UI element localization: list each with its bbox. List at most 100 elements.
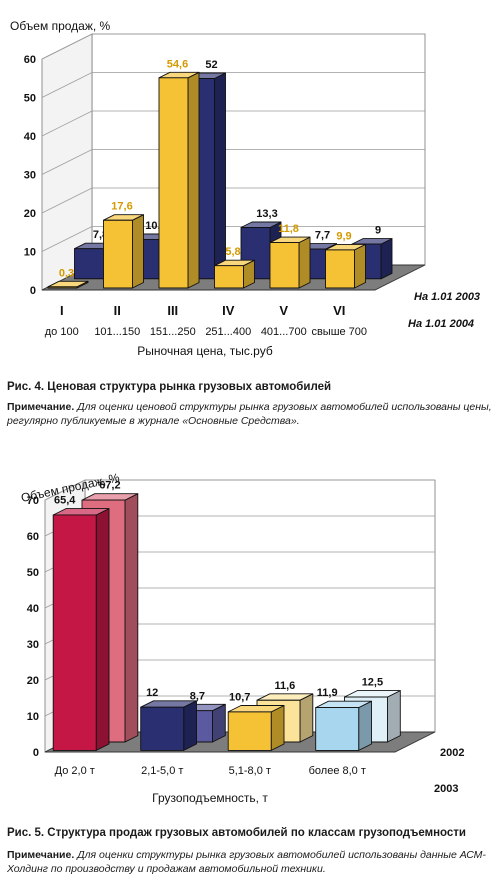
y-tick-label: 20 xyxy=(27,675,39,687)
category-sublabel-4: 401...700 xyxy=(261,326,307,338)
gridline xyxy=(41,33,425,60)
figure-4-note-lead: Примечание. xyxy=(7,401,75,413)
bar-front-0-front xyxy=(47,286,78,289)
data-label-back-4: 7,7 xyxy=(315,230,330,242)
bar-front-1-front xyxy=(103,219,133,289)
category-sublabel-1: 101...150 xyxy=(94,326,140,338)
bar-front-5-side xyxy=(354,243,366,289)
y-tick-label: 50 xyxy=(27,567,39,579)
gridline xyxy=(41,110,425,137)
price-structure-chart: 0 10 20 30 40 50 60 Объем продаж, % 7,8 10,2 52 13,… xyxy=(0,0,500,380)
bar-front-1 xyxy=(103,214,144,289)
bar-front-3-side xyxy=(358,700,372,751)
data-label-front-3: 11,9 xyxy=(317,687,338,699)
data-label-front-3: 5,8 xyxy=(225,246,240,258)
payload-structure-chart: 0 10 20 30 40 50 60 70 Объем продаж, % 67,2 8,7 11,… xyxy=(0,440,500,825)
bar-front-3-front xyxy=(315,707,360,751)
data-label-back-2: 11,6 xyxy=(274,680,295,692)
data-label-front-4: 11,8 xyxy=(278,223,299,235)
figure-4-note-text: Для оценки ценовой структуры рынка грузо… xyxy=(7,401,492,428)
bar-front-3 xyxy=(315,700,372,751)
series-label: 2003 xyxy=(434,783,458,795)
data-label-front-1: 17,6 xyxy=(111,201,132,213)
data-label-front-0: 0,3 xyxy=(59,267,74,279)
y-tick-label: 70 xyxy=(27,495,39,507)
bar-front-0 xyxy=(47,280,89,289)
bar-back-2-side xyxy=(299,693,314,743)
y-tick-label: 40 xyxy=(27,603,39,615)
bar-back-5-side xyxy=(380,238,393,280)
bar-front-0-front xyxy=(52,514,97,751)
bar-front-4 xyxy=(269,236,311,289)
gridline xyxy=(41,187,425,214)
series-label: 2002 xyxy=(440,747,464,759)
data-label-back-3: 13,3 xyxy=(256,208,277,220)
bar-front-1-side xyxy=(132,214,144,289)
bar-back-2 xyxy=(185,72,226,280)
bar-front-1-side xyxy=(183,700,197,751)
figure-4-note: Примечание. Для оценки ценовой структуры… xyxy=(7,400,493,428)
y-tick-label: 60 xyxy=(27,531,39,543)
category-label-2: 5,1-8,0 т xyxy=(229,765,271,777)
bar-front-2-front xyxy=(158,77,189,289)
data-label-front-2: 54,6 xyxy=(167,58,188,70)
gridline xyxy=(41,149,425,175)
bar-front-4-front xyxy=(269,242,300,289)
category-sublabel-0: до 100 xyxy=(45,326,79,338)
category-sublabel-3: 251...400 xyxy=(205,326,251,338)
data-label-front-1: 12 xyxy=(146,687,158,699)
category-label-1: II xyxy=(114,303,121,318)
category-sublabel-5: свыше 700 xyxy=(311,326,367,338)
figure-5-note: Примечание. Для оценки структуры рынка г… xyxy=(7,848,493,876)
data-label-back-3: 12,5 xyxy=(362,677,383,689)
x-axis-label: Рыночная цена, тыс.руб xyxy=(137,344,273,358)
bar-back-3-side xyxy=(387,690,401,743)
figure-5-note-lead: Примечание. xyxy=(7,849,75,861)
y-tick-label: 0 xyxy=(33,747,39,759)
bar-back-2-side xyxy=(214,72,226,280)
bar-front-3-front xyxy=(214,265,244,289)
y-tick-label: 20 xyxy=(24,208,36,220)
y-tick-label: 40 xyxy=(24,131,36,143)
category-label-4: V xyxy=(279,303,288,318)
bar-front-2 xyxy=(158,71,200,289)
bar-front-2 xyxy=(227,705,285,751)
category-label-1: 2,1-5,0 т xyxy=(141,765,183,777)
data-label-back-2: 52 xyxy=(205,59,217,71)
data-label-front-5: 9,9 xyxy=(336,230,351,242)
data-label-back-1: 8,7 xyxy=(190,690,205,702)
bar-front-1-front xyxy=(140,706,185,751)
data-label-front-2: 10,7 xyxy=(229,691,250,703)
figure-5-note-text: Для оценки структуры рынка грузовых авто… xyxy=(7,849,486,876)
category-label-0: До 2,0 т xyxy=(55,765,95,777)
y-axis-label: Объем продаж, % xyxy=(10,19,111,33)
y-tick-label: 30 xyxy=(27,639,39,651)
bar-front-3 xyxy=(214,259,255,289)
gridline xyxy=(41,72,425,98)
series-label: На 1.01 2003 xyxy=(414,291,480,303)
data-label-back-0: 67,2 xyxy=(99,480,120,492)
bar-back-0-front xyxy=(74,248,104,280)
x-axis-label: Грузоподъемность, т xyxy=(152,791,268,805)
y-tick-label: 10 xyxy=(24,247,36,259)
y-tick-label: 0 xyxy=(30,285,36,297)
bar-front-5 xyxy=(325,243,366,289)
bar-front-2-front xyxy=(227,711,272,751)
bar-front-2-side xyxy=(270,705,285,751)
category-label-3: более 8,0 т xyxy=(309,765,366,777)
bar-front-0-side xyxy=(95,508,110,751)
data-label-back-5: 9 xyxy=(375,225,381,237)
y-tick-label: 30 xyxy=(24,170,36,182)
category-sublabel-2: 151...250 xyxy=(150,326,196,338)
figure-4-caption: Рис. 4. Ценовая структура рынка грузовых… xyxy=(7,381,332,393)
bar-front-5-front xyxy=(325,249,355,289)
bar-front-0 xyxy=(52,508,110,751)
bar-back-0-side xyxy=(124,493,139,743)
category-label-0: I xyxy=(60,303,64,318)
y-tick-label: 50 xyxy=(24,93,36,105)
gridline xyxy=(44,479,435,501)
gridline xyxy=(41,226,425,252)
y-tick-label: 10 xyxy=(27,711,39,723)
